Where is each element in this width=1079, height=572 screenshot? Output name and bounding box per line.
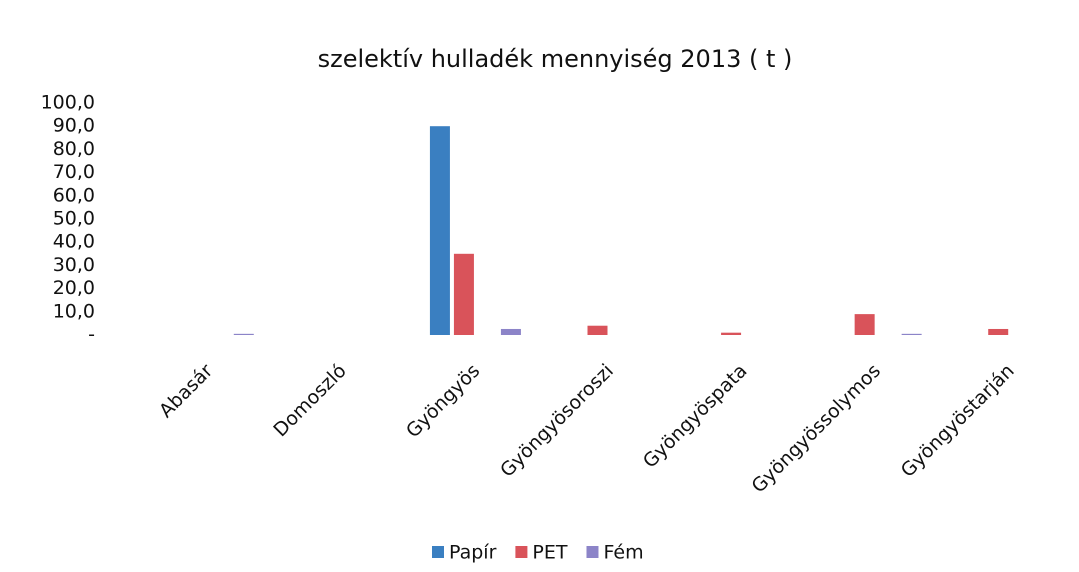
- bar: [233, 333, 254, 335]
- y-tick-label: -: [88, 324, 95, 346]
- bar: [854, 314, 875, 335]
- x-tick-label: Gyöngyös: [402, 360, 484, 442]
- bar: [901, 333, 922, 335]
- x-tick-label: Domoszló: [269, 360, 350, 441]
- bar: [721, 332, 742, 335]
- legend-swatch: [432, 546, 444, 558]
- legend-label: Papír: [449, 542, 497, 564]
- y-tick-label: 30,0: [53, 254, 95, 276]
- legend-label: Fém: [603, 542, 643, 564]
- legend-label: PET: [532, 542, 567, 564]
- x-tick-label: Gyöngyössolymos: [748, 360, 886, 498]
- bar: [500, 328, 521, 335]
- legend-swatch: [515, 546, 528, 558]
- bar: [429, 126, 450, 335]
- y-tick-label: 60,0: [53, 184, 95, 206]
- x-tick-label: Gyöngyöspata: [639, 360, 752, 473]
- y-tick-label: 20,0: [53, 277, 95, 299]
- y-tick-label: 80,0: [53, 138, 95, 160]
- x-tick-label: Gyöngyösoroszi: [496, 360, 618, 482]
- x-tick-label: Abasár: [155, 360, 217, 422]
- y-tick-label: 70,0: [53, 161, 95, 183]
- y-tick-label: 90,0: [53, 115, 95, 137]
- bar: [587, 325, 608, 335]
- y-tick-label: 10,0: [53, 300, 95, 322]
- y-tick-label: 40,0: [53, 231, 95, 253]
- x-tick-label: Gyöngyöstarján: [897, 360, 1019, 482]
- legend-swatch: [586, 546, 599, 558]
- y-tick-label: 100,0: [41, 92, 95, 114]
- y-tick-label: 50,0: [53, 208, 95, 230]
- bar: [453, 253, 474, 335]
- chart-title: szelektív hulladék mennyiség 2013 ( t ): [318, 45, 793, 73]
- bar: [988, 328, 1009, 335]
